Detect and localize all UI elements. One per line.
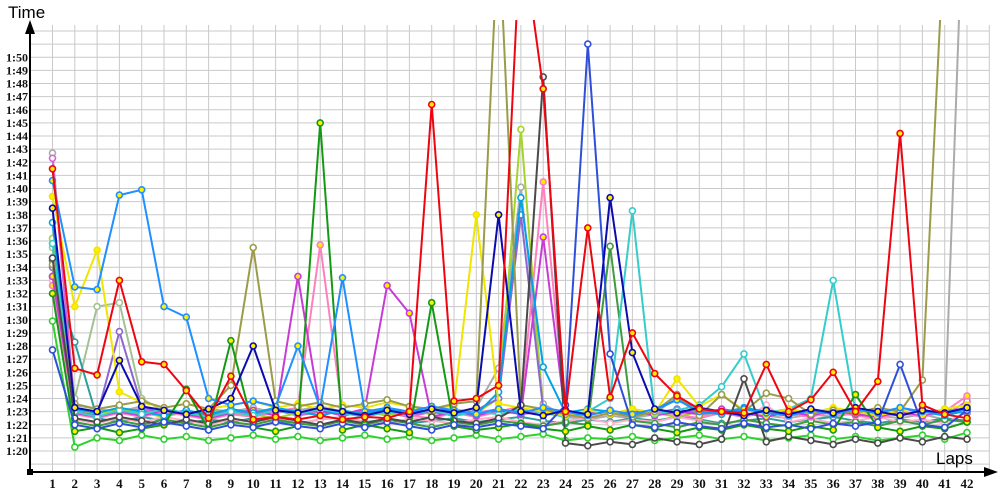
svg-text:24: 24 bbox=[559, 476, 573, 491]
svg-text:1:49: 1:49 bbox=[6, 63, 28, 77]
svg-text:39: 39 bbox=[894, 476, 908, 491]
svg-text:12: 12 bbox=[291, 476, 304, 491]
svg-text:28: 28 bbox=[648, 476, 662, 491]
svg-text:1:34: 1:34 bbox=[6, 260, 28, 274]
svg-text:17: 17 bbox=[403, 476, 417, 491]
svg-text:20: 20 bbox=[470, 476, 483, 491]
svg-text:1:48: 1:48 bbox=[6, 77, 28, 91]
svg-text:32: 32 bbox=[738, 476, 751, 491]
svg-text:42: 42 bbox=[961, 476, 974, 491]
svg-text:27: 27 bbox=[626, 476, 640, 491]
svg-text:1:25: 1:25 bbox=[6, 378, 28, 392]
svg-text:1:45: 1:45 bbox=[6, 116, 28, 130]
svg-text:1:40: 1:40 bbox=[6, 182, 28, 196]
svg-text:1:37: 1:37 bbox=[6, 221, 28, 235]
svg-text:1:28: 1:28 bbox=[6, 339, 28, 353]
svg-text:41: 41 bbox=[938, 476, 951, 491]
svg-text:4: 4 bbox=[116, 476, 123, 491]
svg-text:1:22: 1:22 bbox=[6, 418, 28, 432]
svg-text:23: 23 bbox=[537, 476, 551, 491]
svg-text:1:42: 1:42 bbox=[6, 155, 28, 169]
svg-text:1:36: 1:36 bbox=[6, 234, 28, 248]
svg-text:33: 33 bbox=[760, 476, 774, 491]
svg-text:18: 18 bbox=[425, 476, 439, 491]
svg-text:10: 10 bbox=[247, 476, 260, 491]
svg-text:1:41: 1:41 bbox=[6, 168, 28, 182]
svg-text:1:30: 1:30 bbox=[6, 313, 28, 327]
svg-text:1:44: 1:44 bbox=[6, 129, 28, 143]
svg-text:1:39: 1:39 bbox=[6, 195, 28, 209]
svg-text:6: 6 bbox=[161, 476, 168, 491]
svg-text:1:43: 1:43 bbox=[6, 142, 28, 156]
svg-text:21: 21 bbox=[492, 476, 505, 491]
svg-text:1:38: 1:38 bbox=[6, 208, 28, 222]
svg-text:11: 11 bbox=[269, 476, 281, 491]
svg-text:1:20: 1:20 bbox=[6, 444, 28, 458]
svg-text:9: 9 bbox=[228, 476, 235, 491]
svg-text:1:21: 1:21 bbox=[6, 431, 28, 445]
svg-text:14: 14 bbox=[336, 476, 350, 491]
svg-text:1:35: 1:35 bbox=[6, 247, 28, 261]
x-axis-title: Laps bbox=[936, 449, 973, 468]
svg-text:34: 34 bbox=[782, 476, 796, 491]
svg-text:3: 3 bbox=[94, 476, 101, 491]
svg-text:35: 35 bbox=[804, 476, 818, 491]
svg-text:1:46: 1:46 bbox=[6, 103, 28, 117]
svg-text:1:24: 1:24 bbox=[6, 392, 28, 406]
svg-text:1: 1 bbox=[49, 476, 56, 491]
svg-text:1:29: 1:29 bbox=[6, 326, 28, 340]
svg-text:40: 40 bbox=[916, 476, 929, 491]
svg-text:37: 37 bbox=[849, 476, 863, 491]
svg-text:19: 19 bbox=[448, 476, 462, 491]
svg-text:1:47: 1:47 bbox=[6, 90, 28, 104]
svg-text:1:23: 1:23 bbox=[6, 405, 28, 419]
svg-text:16: 16 bbox=[381, 476, 395, 491]
svg-text:1:31: 1:31 bbox=[6, 300, 28, 314]
svg-text:7: 7 bbox=[183, 476, 190, 491]
svg-text:13: 13 bbox=[314, 476, 328, 491]
svg-text:30: 30 bbox=[693, 476, 706, 491]
svg-text:1:50: 1:50 bbox=[6, 50, 28, 64]
svg-text:8: 8 bbox=[205, 476, 212, 491]
svg-text:5: 5 bbox=[138, 476, 145, 491]
svg-text:1:27: 1:27 bbox=[6, 352, 28, 366]
svg-text:31: 31 bbox=[715, 476, 728, 491]
svg-text:25: 25 bbox=[581, 476, 595, 491]
svg-text:1:32: 1:32 bbox=[6, 287, 28, 301]
svg-text:2: 2 bbox=[72, 476, 79, 491]
y-axis-title: Time bbox=[8, 3, 46, 22]
svg-text:26: 26 bbox=[604, 476, 618, 491]
svg-text:1:33: 1:33 bbox=[6, 273, 28, 287]
svg-text:36: 36 bbox=[827, 476, 841, 491]
svg-text:38: 38 bbox=[871, 476, 885, 491]
svg-text:1:26: 1:26 bbox=[6, 365, 28, 379]
svg-text:22: 22 bbox=[514, 476, 527, 491]
svg-text:15: 15 bbox=[358, 476, 372, 491]
svg-text:29: 29 bbox=[671, 476, 685, 491]
